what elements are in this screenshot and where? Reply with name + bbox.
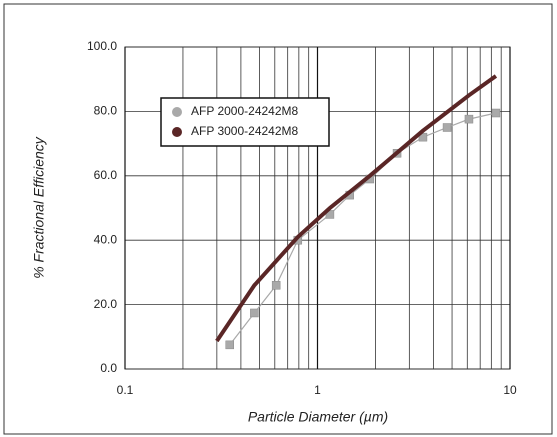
x-tick-label: 1 bbox=[314, 383, 321, 397]
y-axis-label: % Fractional Efficiency bbox=[31, 136, 47, 279]
x-tick-label: 10 bbox=[503, 383, 517, 397]
data-point bbox=[464, 114, 474, 124]
y-tick-label: 100.0 bbox=[87, 39, 117, 53]
x-tick-label: 0.1 bbox=[117, 383, 134, 397]
data-point bbox=[271, 281, 281, 290]
y-tick-label: 40.0 bbox=[94, 232, 118, 246]
legend-marker bbox=[172, 127, 182, 137]
legend-box bbox=[160, 97, 330, 147]
x-axis-label: Particle Diameter (µm) bbox=[248, 409, 388, 425]
data-point bbox=[491, 108, 501, 118]
frame bbox=[3, 3, 553, 435]
y-tick-label: 80.0 bbox=[94, 104, 118, 118]
y-tick-label: 0.0 bbox=[100, 361, 117, 375]
y-tick-label: 20.0 bbox=[94, 297, 118, 311]
data-point bbox=[442, 123, 452, 132]
data-point bbox=[250, 308, 259, 318]
y-tick-label: 60.0 bbox=[94, 168, 118, 182]
data-point bbox=[225, 340, 234, 350]
legend-marker bbox=[172, 107, 182, 117]
legend-label: AFP 2000-24242M8 bbox=[191, 104, 299, 118]
series-line bbox=[215, 74, 498, 343]
legend-label: AFP 3000-24242M8 bbox=[191, 124, 299, 138]
